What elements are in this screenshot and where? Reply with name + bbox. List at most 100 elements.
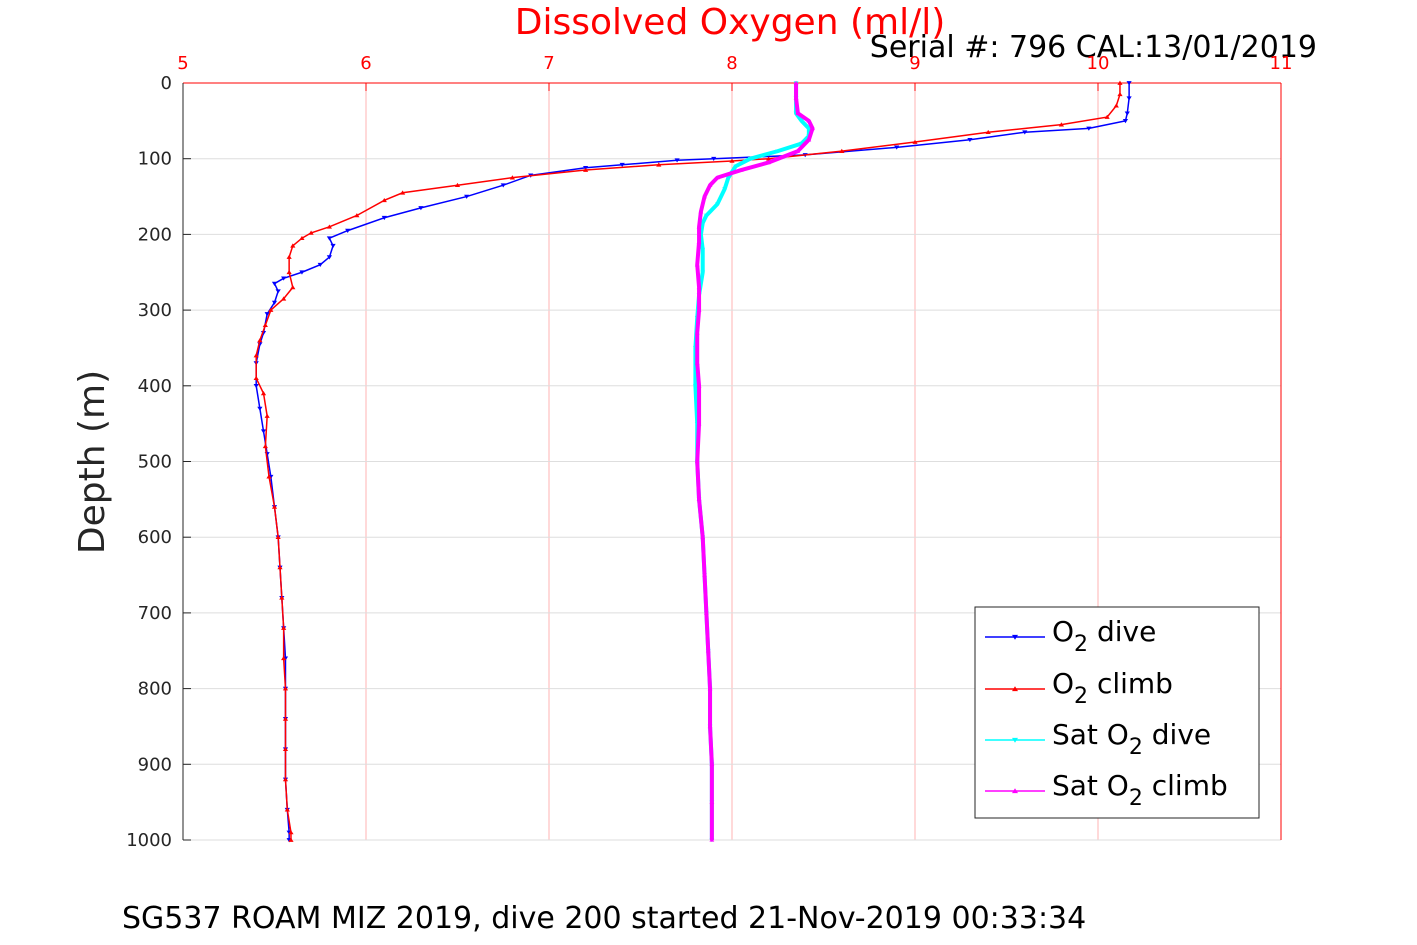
legend-entry: Sat O2 dive: [985, 718, 1211, 760]
data-point: [912, 139, 918, 144]
legend-label-base: O: [1052, 615, 1074, 648]
x-tick-label: 6: [360, 53, 371, 74]
data-point: [464, 194, 470, 199]
x-tick-label: 10: [1087, 53, 1110, 74]
data-point: [288, 830, 294, 835]
y-tick-label: 900: [138, 754, 172, 775]
data-point: [282, 716, 289, 721]
data-point: [674, 158, 680, 163]
x-tick-label: 11: [1270, 53, 1293, 74]
data-point: [656, 162, 662, 167]
data-point: [725, 175, 731, 180]
axes: [182, 82, 1282, 841]
data-point: [1117, 92, 1123, 97]
data-point: [288, 837, 294, 842]
data-point: [400, 190, 406, 195]
data-point: [509, 175, 515, 180]
data-point: [696, 307, 702, 312]
data-point: [799, 141, 804, 146]
legend-swatch-marker: [1012, 788, 1018, 794]
legend-label-subscript: 2: [1129, 786, 1143, 811]
legend-entry: O2 climb: [985, 667, 1173, 709]
legend-label: O2 dive: [1052, 615, 1156, 657]
legend-swatch-marker: [1012, 737, 1018, 743]
series-sat-o2-climb: [694, 80, 815, 842]
data-point: [330, 243, 336, 249]
data-point: [277, 565, 283, 570]
data-point: [967, 137, 973, 143]
data-point: [985, 129, 991, 135]
x-tick-label: 8: [726, 53, 737, 74]
data-point: [696, 224, 702, 229]
data-point: [326, 224, 332, 229]
data-point: [839, 148, 845, 153]
data-point: [1058, 122, 1064, 127]
data-point: [326, 236, 332, 241]
data-point: [696, 285, 702, 290]
data-point: [1126, 81, 1132, 86]
data-point: [694, 262, 700, 267]
data-point: [700, 270, 706, 275]
legend-label-suffix: climb: [1143, 769, 1228, 802]
data-point: [1126, 96, 1132, 101]
data-point: [714, 202, 720, 207]
data-point: [257, 338, 263, 343]
data-point: [275, 289, 281, 294]
data-point: [282, 746, 289, 751]
data-point: [707, 183, 713, 187]
data-point: [281, 296, 287, 301]
data-point: [454, 182, 461, 188]
data-point: [1117, 80, 1123, 85]
data-point: [700, 535, 706, 539]
data-point: [700, 247, 706, 252]
data-point: [696, 383, 702, 388]
data-point: [694, 330, 700, 335]
y-axis-label: Depth (m): [72, 370, 113, 554]
data-point: [1124, 111, 1130, 116]
data-point: [707, 724, 713, 729]
chart-subtitle: Serial #: 796 CAL:13/01/2019: [870, 30, 1317, 65]
data-point: [766, 156, 772, 161]
legend-label-suffix: dive: [1143, 718, 1211, 751]
data-point: [253, 375, 259, 381]
data-point: [381, 197, 387, 203]
legend-label-base: O: [1052, 667, 1074, 700]
data-point: [271, 504, 278, 509]
legend-label-suffix: dive: [1088, 615, 1156, 648]
data-point: [722, 187, 728, 192]
data-point: [1022, 130, 1028, 135]
dive-info-footer: SG537 ROAM MIZ 2019, dive 200 started 21…: [122, 901, 1086, 936]
data-point: [795, 111, 801, 115]
data-point: [264, 413, 270, 418]
legend-label-base: Sat O: [1052, 769, 1129, 802]
data-point: [262, 322, 268, 328]
data-point: [793, 80, 799, 85]
series-o2-climb: [253, 80, 1123, 842]
data-point: [260, 391, 267, 396]
y-tick-label: 100: [138, 149, 172, 170]
data-point: [806, 118, 812, 123]
data-point: [281, 276, 287, 281]
data-point: [266, 474, 272, 479]
data-point: [703, 610, 709, 615]
y-tick-label: 400: [138, 376, 172, 397]
legend-label-subscript: 2: [1074, 632, 1088, 657]
data-point: [317, 262, 323, 268]
data-point: [709, 799, 715, 804]
data-point: [714, 175, 720, 180]
data-point: [281, 625, 287, 630]
legend-label-subscript: 2: [1074, 684, 1088, 709]
data-point: [268, 307, 274, 312]
data-point: [253, 353, 259, 358]
data-point: [253, 383, 259, 389]
legend-entry: O2 dive: [985, 615, 1156, 657]
data-point: [693, 384, 698, 388]
x-tick-label: 7: [543, 53, 554, 74]
data-point: [709, 762, 715, 766]
data-point: [1113, 103, 1119, 108]
y-tick-label: 800: [138, 679, 172, 700]
data-point: [799, 119, 804, 124]
data-point: [381, 215, 387, 221]
